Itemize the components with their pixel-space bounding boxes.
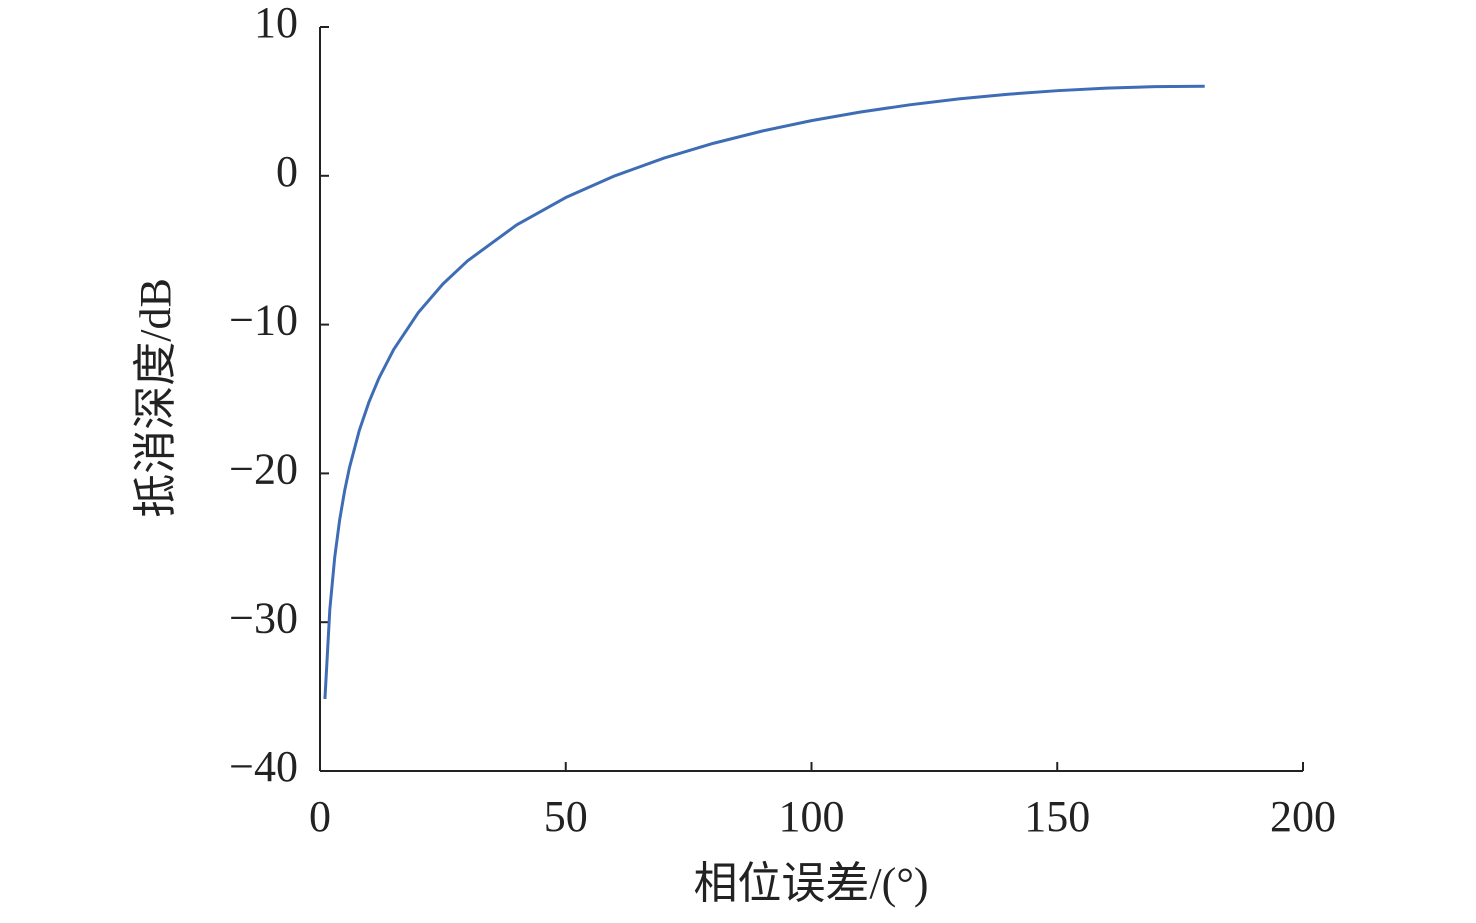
y-tick-label: −20	[229, 444, 298, 493]
y-tick-label: −30	[229, 593, 298, 642]
x-tick-label: 0	[309, 792, 331, 841]
x-tick-label: 50	[544, 792, 588, 841]
x-tick-label: 150	[1024, 792, 1090, 841]
y-tick-label: −10	[229, 296, 298, 345]
y-tick-label: 10	[254, 0, 298, 47]
y-axis-label: 抵消深度/dB	[131, 278, 180, 518]
y-tick-label: −40	[229, 742, 298, 791]
x-tick-label: 100	[779, 792, 845, 841]
x-tick-label: 200	[1270, 792, 1336, 841]
y-tick-label: 0	[276, 147, 298, 196]
x-axis-label: 相位误差/(°)	[693, 859, 928, 908]
data-line	[323, 84, 1205, 700]
